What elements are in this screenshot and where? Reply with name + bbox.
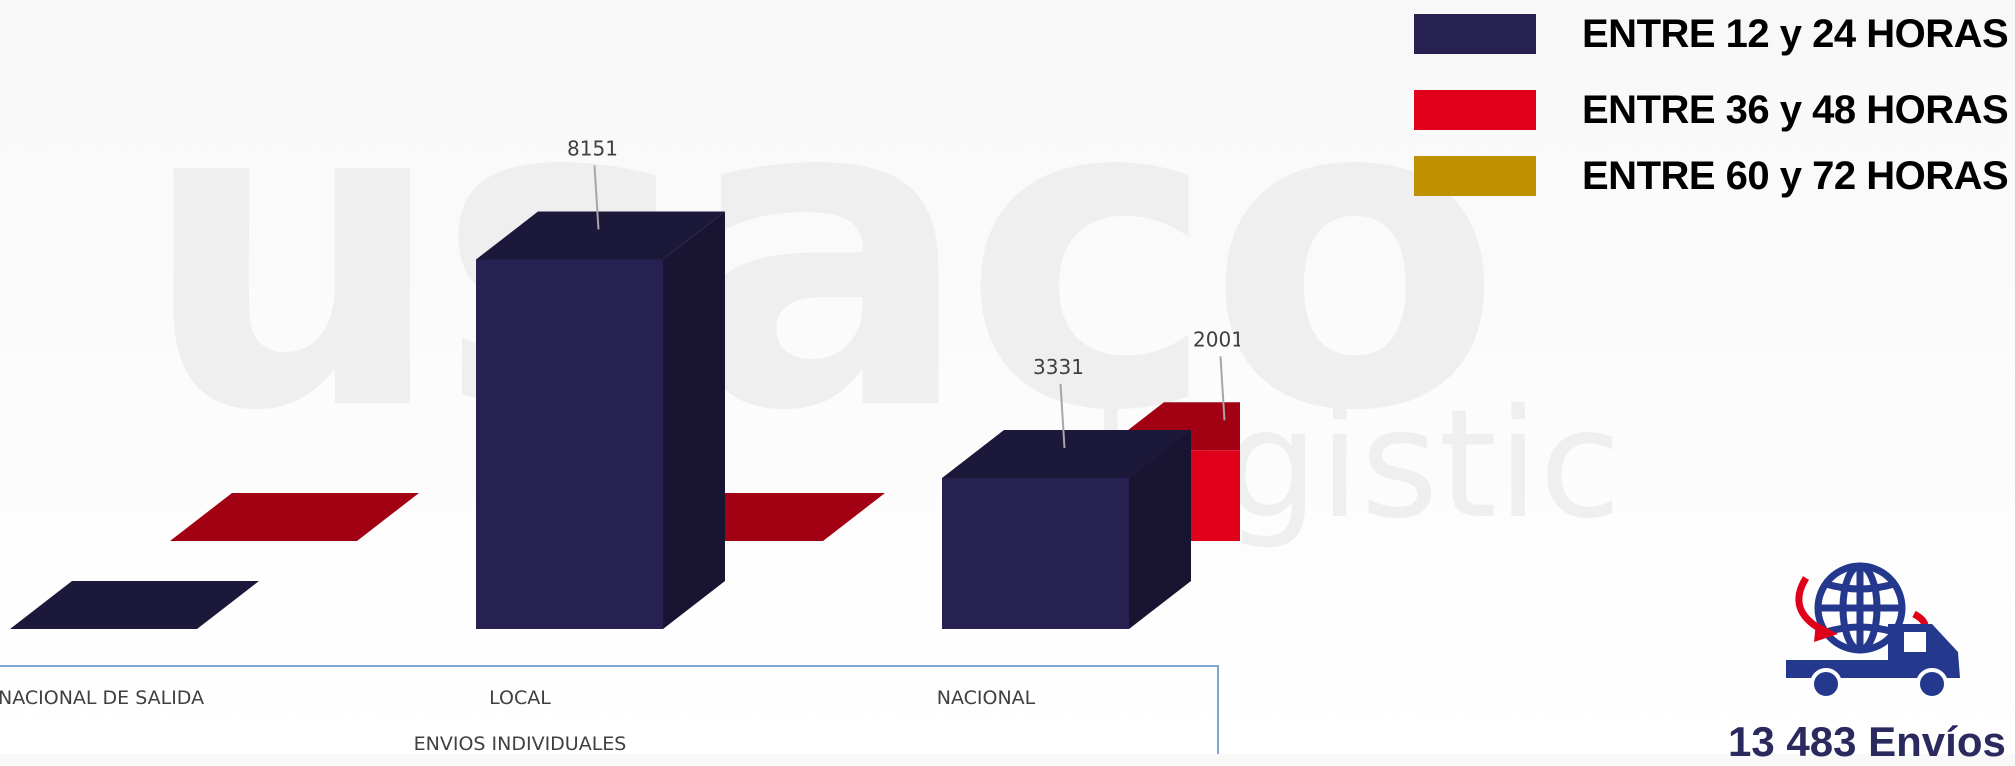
category-label: LOCAL bbox=[489, 687, 551, 709]
bar-chart: 8151 3331 2001 NACIONAL DE SALIDA LOCAL NA… bbox=[0, 0, 1240, 754]
bar bbox=[942, 430, 1191, 629]
category-label: NACIONAL DE SALIDA bbox=[0, 687, 204, 709]
legend-label: ENTRE 36 y 48 HORAS bbox=[1582, 88, 2008, 133]
bar-front bbox=[476, 259, 663, 629]
legend-swatch bbox=[1414, 156, 1536, 196]
legend-item: ENTRE 12 y 24 HORAS bbox=[1414, 12, 2008, 56]
legend-swatch bbox=[1414, 14, 1536, 54]
legend-label: ENTRE 12 y 24 HORAS bbox=[1582, 12, 2008, 57]
legend-label: ENTRE 60 y 72 HORAS bbox=[1582, 154, 2008, 199]
legend-item: ENTRE 36 y 48 HORAS bbox=[1414, 88, 2008, 132]
data-label: 3331 bbox=[1033, 355, 1084, 379]
bar-side bbox=[663, 211, 725, 629]
legend-swatch bbox=[1414, 90, 1536, 130]
data-label: 2001 bbox=[1193, 327, 1240, 351]
bar bbox=[170, 493, 419, 541]
bar bbox=[10, 581, 259, 629]
bar bbox=[476, 211, 725, 629]
category-label: NACIONAL bbox=[937, 687, 1036, 709]
data-label: 8151 bbox=[567, 136, 618, 160]
bar-top bbox=[10, 581, 259, 629]
legend-item: ENTRE 60 y 72 HORAS bbox=[1414, 154, 2008, 198]
bar-front bbox=[942, 478, 1129, 629]
x-axis-title: ENVIOS INDIVIDUALES bbox=[414, 733, 627, 754]
total-shipments: 13 483 Envíos bbox=[1728, 718, 2006, 766]
bar-top bbox=[170, 493, 419, 541]
globe-truck-icon bbox=[1786, 556, 1966, 706]
